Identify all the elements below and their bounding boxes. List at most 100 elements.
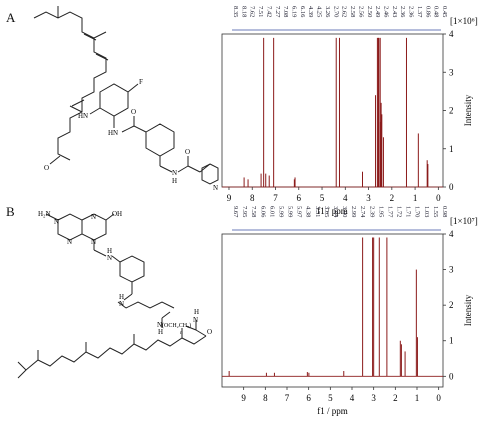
panel-b-x-tick-label: 4 (350, 393, 355, 403)
panel-b-peak-label: 5.99 (287, 206, 294, 217)
panel-a-x-tick-label: 3 (366, 193, 371, 203)
panel-a-y-tick-label: 3 (449, 67, 454, 77)
structure-b-label-h2n: H₂N (38, 210, 51, 218)
panel-a-peak-label: 0.45 (441, 6, 448, 17)
panel-b-x-tick-label: 7 (285, 393, 290, 403)
panel-b-x-tick-label: 6 (306, 393, 311, 403)
panel-b-peak-label: 5.99 (277, 206, 284, 217)
panel-a-y-axis-label: Intensity (463, 94, 473, 126)
panel-a-peak-label: 2.49 (374, 6, 381, 17)
structure-b-label-n6: N (119, 300, 124, 308)
panel-a-plot-frame (221, 33, 444, 188)
panel-a-peak-label: 2.56 (357, 6, 364, 18)
panel-a-peak-label: 2.43 (391, 6, 398, 17)
panel-b-x-tick-label: 5 (328, 393, 333, 403)
panel-a-peak-label: 2.46 (382, 6, 389, 18)
panel-a-peak-label: 8.18 (240, 6, 247, 17)
structure-a-label-n2: N (213, 184, 218, 192)
panel-a-peak-label: 6.19 (291, 6, 298, 17)
structure-b-label-h4: H (194, 308, 199, 316)
panel-b-x-tick-label: 3 (371, 393, 376, 403)
structure-a-label-hn1: HN (78, 112, 88, 120)
panel-b-peak-label: 6.06 (259, 206, 266, 218)
chemical-structure-b: H₂N N N N N OH H N H N H N (OCH₂CH₂) n H… (17, 210, 212, 379)
panel-a-x-tick-label: 7 (273, 193, 278, 203)
panel-b-x-tick-label: 8 (263, 393, 268, 403)
panel-b-peak-label: 3.51 (314, 206, 321, 217)
panel-a-peak-label: 8.35 (232, 6, 239, 17)
panel-b-y-tick-label: 1 (449, 336, 454, 346)
panel-a-peak-label: 2.36 (399, 6, 406, 18)
panel-a-x-tick-label: 2 (390, 193, 395, 203)
panel-b-peak-label: 1.71 (405, 206, 412, 217)
panel-label-a: A (6, 10, 16, 25)
structure-b-label-h3: H (158, 328, 163, 336)
panel-a-y-tick-label: 4 (449, 29, 454, 39)
panel-a-y-tick-label: 2 (449, 106, 454, 116)
panel-b-peak-label: 9.67 (232, 206, 239, 218)
structure-b-label-n7: N (157, 321, 162, 329)
panel-b-peak-label: 0.98 (441, 206, 448, 217)
panel-a-x-tick-label: 0 (436, 193, 441, 203)
panel-a-peak-label: 2.36 (408, 6, 415, 18)
panel-b-x-tick-label: 2 (393, 393, 398, 403)
panel-b-scale-label: [1×10⁷] (450, 216, 478, 226)
structure-b-label-n3: N (91, 213, 96, 221)
panel-b-peak-label: 2.39 (368, 206, 375, 217)
panel-a-peak-label: 7.27 (274, 6, 281, 18)
panel-a-x-tick-label: 8 (250, 193, 255, 203)
panel-b-peak-label: 6.01 (268, 206, 275, 217)
panel-b-peak-label: 1.55 (432, 206, 439, 217)
panel-b-y-tick-label: 0 (449, 371, 454, 381)
panel-a-scale-label: [1×10⁶] (450, 16, 478, 26)
panel-a-peak-label: 3.26 (324, 6, 331, 18)
panel-b-y-tick-label: 4 (449, 229, 454, 239)
structure-b-label-chain: (OCH₂CH₂) (162, 322, 191, 329)
panel-b-plot-frame (221, 233, 444, 388)
panel-b-peak-label: 3.04 (332, 206, 339, 218)
panel-b-y-axis-label: Intensity (463, 294, 473, 326)
structure-b-label-h2: H (119, 293, 124, 301)
panel-b-x-tick-label: 9 (241, 393, 246, 403)
structure-b-label-n8: N (193, 316, 198, 324)
panel-b-y-tick-label: 2 (449, 300, 454, 310)
panel-b-x-tick-label: 1 (415, 393, 420, 403)
panel-a-x-tick-label: 6 (297, 193, 302, 203)
panel-b-x-axis-label: f1 / ppm (317, 406, 348, 416)
panel-b-peak-label: 1.03 (423, 206, 430, 217)
panel-a-x-axis-label: f1 / ppm (317, 206, 348, 216)
panel-a-peak-label: 4.25 (316, 6, 323, 17)
panel-a-peak-label: 1.37 (416, 6, 423, 18)
panel-a-peak-label: 0.86 (424, 6, 431, 18)
structure-a-label-o3: O (185, 148, 190, 156)
panel-a-peak-label: 2.58 (349, 6, 356, 17)
panel-b-peak-label: 3.00 (341, 206, 348, 217)
panel-b-peak-label: 2.74 (359, 206, 366, 218)
panel-b-peak-label: 7.95 (241, 206, 248, 217)
panel-a-peak-label: 2.70 (332, 6, 339, 17)
panel-a-peak-label: 7.08 (282, 6, 289, 17)
structure-b-label-n-index: n (180, 331, 183, 336)
structure-b-label-n1: N (54, 218, 59, 226)
panel-a-y-tick-label: 0 (449, 182, 454, 192)
panel-b-peak-label: 1.77 (386, 206, 393, 218)
panel-a-peak-label: 7.51 (257, 6, 264, 17)
panel-a-peak-label: 2.62 (341, 6, 348, 17)
panel-b-x-tick-label: 0 (436, 393, 441, 403)
panel-a-x-tick-label: 9 (227, 193, 232, 203)
structure-a-label-h: H (172, 177, 177, 185)
panel-a-peak-label: 0.48 (433, 6, 440, 17)
structure-a-label-hn2: HN (108, 129, 118, 137)
panel-a-peak-label: 2.50 (366, 6, 373, 17)
panel-a-x-tick-label: 4 (343, 193, 348, 203)
structure-a-label-o2: O (131, 108, 136, 116)
structure-a-label-n1: N (172, 169, 177, 177)
chemical-structure-a: F HN HN O O N H O N (33, 6, 219, 192)
structure-b-label-h1: H (107, 247, 112, 255)
panel-b-peak-label: 5.97 (296, 206, 303, 218)
panel-b-peak-label: 4.38 (305, 206, 312, 217)
structure-b-label-o: O (207, 328, 212, 336)
structure-b-label-n4: N (91, 238, 96, 246)
panel-a-peak-label: 7.62 (249, 6, 256, 17)
